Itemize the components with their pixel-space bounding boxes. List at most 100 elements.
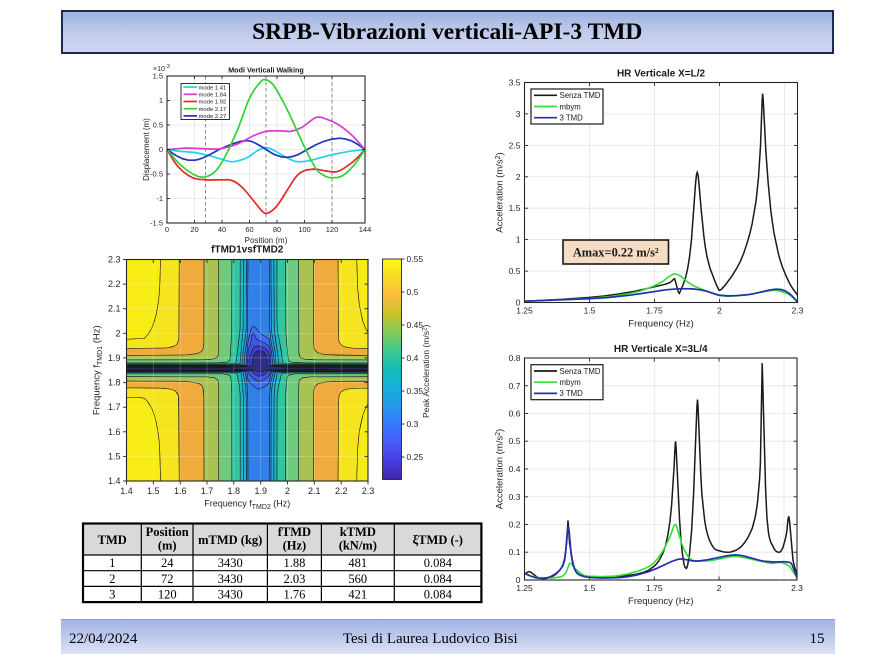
svg-text:0.25: 0.25 [407,452,424,462]
svg-text:2.3: 2.3 [362,486,375,496]
svg-text:144: 144 [359,225,372,234]
svg-text:0.4: 0.4 [407,353,419,363]
svg-text:1.8: 1.8 [228,486,241,496]
svg-text:481: 481 [348,556,367,570]
svg-text:1.76: 1.76 [283,588,305,602]
svg-text:2: 2 [115,328,120,338]
svg-text:Peak Acceleration (m/s2): Peak Acceleration (m/s2) [421,324,431,418]
svg-text:Position: Position [146,525,189,539]
svg-text:(kN/m): (kN/m) [339,539,377,553]
svg-text:3430: 3430 [218,588,243,602]
svg-text:Frequency (Hz): Frequency (Hz) [628,319,693,330]
svg-text:421: 421 [348,588,367,602]
svg-text:mode 2.17: mode 2.17 [199,107,227,113]
svg-text:72: 72 [161,572,174,586]
svg-text:3.5: 3.5 [509,78,521,88]
svg-text:2.3: 2.3 [792,306,804,316]
svg-text:2.03: 2.03 [283,572,305,586]
svg-text:-1: -1 [156,194,163,203]
svg-text:2: 2 [717,306,722,316]
svg-text:3: 3 [109,588,115,602]
svg-text:2: 2 [516,172,521,182]
svg-text:1.75: 1.75 [646,583,663,593]
svg-text:1: 1 [159,96,163,105]
svg-text:2: 2 [109,572,115,586]
svg-text:0.3: 0.3 [407,419,419,429]
svg-text:1.5: 1.5 [509,203,521,213]
svg-text:60: 60 [245,225,253,234]
svg-text:3430: 3430 [218,572,243,586]
svg-text:1: 1 [109,556,115,570]
svg-text:0.2: 0.2 [509,520,521,530]
svg-text:1.88: 1.88 [283,556,305,570]
svg-text:1.75: 1.75 [646,306,663,316]
svg-text:fTMD: fTMD [278,525,311,539]
svg-text:HR Verticale X=3L/4: HR Verticale X=3L/4 [614,344,708,355]
svg-text:(Hz): (Hz) [283,539,307,553]
svg-text:mbym: mbym [560,102,581,111]
svg-text:HR Verticale X=L/2: HR Verticale X=L/2 [617,69,706,80]
svg-text:0: 0 [165,225,169,234]
svg-text:TMD: TMD [98,533,127,547]
svg-text:2.1: 2.1 [308,486,321,496]
svg-text:1.5: 1.5 [584,306,596,316]
svg-text:1: 1 [516,235,521,245]
svg-text:-0.5: -0.5 [150,170,163,179]
svg-text:1.8: 1.8 [108,378,121,388]
svg-text:Frequency fTMD1 (Hz): Frequency fTMD1 (Hz) [92,325,105,415]
svg-text:0: 0 [159,145,163,154]
svg-text:0.5: 0.5 [509,266,521,276]
svg-text:3 TMD: 3 TMD [560,389,584,398]
svg-text:120: 120 [326,225,339,234]
svg-text:mode 1.41: mode 1.41 [199,85,227,91]
svg-text:Acceleration (m/s2): Acceleration (m/s2) [495,152,506,232]
svg-text:1.6: 1.6 [174,486,187,496]
svg-text:0.35: 0.35 [407,386,424,396]
svg-text:1.25: 1.25 [516,306,533,316]
svg-text:0.5: 0.5 [153,121,163,130]
svg-text:2.2: 2.2 [108,279,121,289]
svg-text:0.4: 0.4 [509,464,521,474]
svg-text:0.5: 0.5 [407,287,419,297]
svg-text:-1.5: -1.5 [150,219,163,228]
svg-text:24: 24 [161,556,174,570]
svg-text:2.3: 2.3 [791,583,803,593]
svg-text:Displacement (m): Displacement (m) [142,118,151,181]
svg-text:Acceleration (m/s2): Acceleration (m/s2) [495,429,506,509]
svg-text:(m): (m) [158,539,177,553]
svg-text:0: 0 [516,298,521,308]
svg-text:Position (m): Position (m) [245,236,288,245]
svg-text:1.5: 1.5 [108,451,121,461]
svg-text:0.3: 0.3 [509,492,521,502]
svg-text:0.1: 0.1 [509,547,521,557]
svg-text:3430: 3430 [218,556,243,570]
svg-text:1.25: 1.25 [516,583,533,593]
svg-text:2.3: 2.3 [108,255,121,265]
svg-text:0.45: 0.45 [407,320,424,330]
svg-text:2: 2 [717,583,722,593]
svg-text:120: 120 [158,588,177,602]
svg-text:0.6: 0.6 [509,409,521,419]
svg-text:ξTMD (-): ξTMD (-) [413,533,463,547]
svg-text:100: 100 [298,225,311,234]
svg-text:1.5: 1.5 [583,583,595,593]
svg-text:20: 20 [190,225,198,234]
svg-text:Frequency fTMD2 (Hz): Frequency fTMD2 (Hz) [204,499,290,512]
svg-text:3: 3 [516,109,521,119]
svg-text:Senza TMD: Senza TMD [560,367,601,376]
svg-text:mode 1.92: mode 1.92 [199,100,227,106]
svg-text:1.4: 1.4 [108,476,121,486]
svg-text:Modi Verticali Walking: Modi Verticali Walking [228,66,304,75]
svg-text:1.7: 1.7 [108,402,121,412]
svg-text:2.2: 2.2 [335,486,348,496]
svg-text:mode 1.84: mode 1.84 [199,93,228,99]
svg-text:Senza TMD: Senza TMD [560,91,601,100]
svg-text:0.5: 0.5 [509,436,521,446]
svg-text:mTMD (kg): mTMD (kg) [198,533,262,547]
svg-text:×10-3: ×10-3 [153,64,170,73]
svg-text:0.8: 0.8 [509,353,521,363]
svg-text:mbym: mbym [560,378,581,387]
svg-text:2: 2 [285,486,290,496]
svg-text:1.7: 1.7 [201,486,214,496]
svg-text:2.1: 2.1 [108,304,121,314]
